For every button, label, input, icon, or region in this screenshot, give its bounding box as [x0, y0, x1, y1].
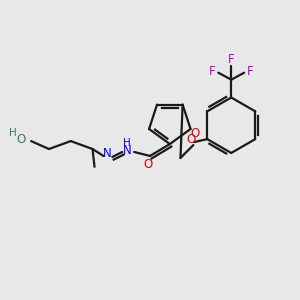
Text: F: F	[247, 65, 253, 78]
Text: N: N	[123, 145, 132, 158]
Text: H: H	[9, 128, 17, 138]
Text: N: N	[103, 148, 112, 160]
Text: F: F	[228, 53, 235, 66]
Text: O: O	[16, 133, 26, 146]
Text: O: O	[187, 133, 196, 146]
Text: O: O	[143, 158, 153, 171]
Text: O: O	[191, 128, 200, 140]
Text: F: F	[209, 65, 216, 78]
Text: H: H	[123, 138, 131, 148]
